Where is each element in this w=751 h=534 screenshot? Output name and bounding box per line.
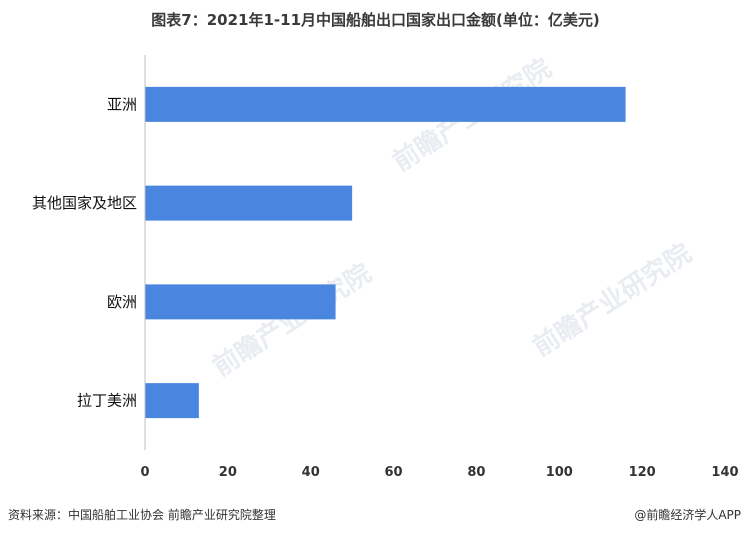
bar xyxy=(145,185,353,221)
x-tick-label: 0 xyxy=(140,465,149,480)
x-tick-labels: 0 20 40 60 80 100 120 140 xyxy=(140,465,738,480)
x-tick-label: 80 xyxy=(467,465,485,480)
source-note: 资料来源：中国船舶工业协会 前瞻产业研究院整理 xyxy=(8,508,276,522)
x-tick-label: 60 xyxy=(385,465,403,480)
x-tick-label: 120 xyxy=(629,465,656,480)
x-tick-label: 40 xyxy=(302,465,320,480)
category-label: 欧洲 xyxy=(107,293,137,311)
bar xyxy=(145,383,199,419)
bars-group xyxy=(145,86,626,419)
bar xyxy=(145,284,336,320)
credit-note: @前瞻经济学人APP xyxy=(634,508,741,522)
category-label: 拉丁美洲 xyxy=(77,392,137,410)
category-label: 亚洲 xyxy=(107,95,137,113)
chart-title: 图表7：2021年1-11月中国船舶出口国家出口金额(单位：亿美元) xyxy=(151,11,600,29)
x-tick-label: 100 xyxy=(546,465,573,480)
category-label: 其他国家及地区 xyxy=(32,194,137,212)
x-tick-label: 20 xyxy=(219,465,237,480)
bar xyxy=(145,86,626,122)
x-tick-label: 140 xyxy=(711,465,738,480)
